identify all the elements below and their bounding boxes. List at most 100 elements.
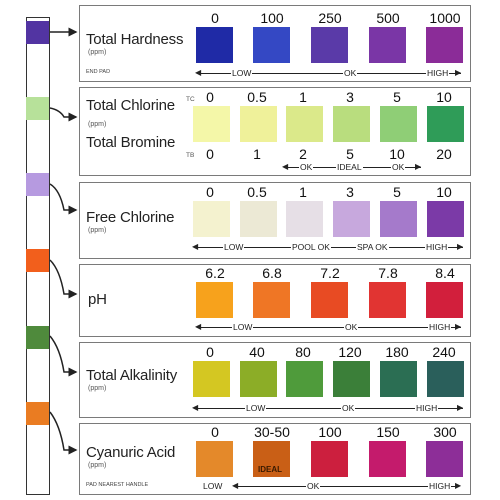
test-strip <box>26 17 50 495</box>
scale-ok-label: OK <box>299 161 314 173</box>
color-swatch: IDEAL <box>253 441 290 477</box>
value-label: 80 <box>295 344 311 360</box>
test-unit: (ppm) <box>88 462 107 469</box>
scale-low-label: LOW <box>245 402 267 414</box>
value-label: 7.2 <box>320 265 340 281</box>
scale-ideal-label: IDEAL <box>336 161 363 173</box>
value-label: 0 <box>211 424 219 440</box>
panel-total-alkalinity: Total Alkalinity (ppm) 0 40 80 120 180 2… <box>79 342 471 418</box>
test-title-secondary: Total Bromine <box>86 134 176 151</box>
value-label: 500 <box>376 10 400 26</box>
color-swatch <box>286 106 323 142</box>
value-label: 5 <box>393 184 401 200</box>
color-swatch <box>369 27 406 63</box>
scale-ok-label: OK <box>306 480 321 492</box>
value-label: 0 <box>206 89 214 105</box>
color-swatch <box>311 282 348 318</box>
arrow-alkalinity <box>49 335 78 377</box>
color-swatch <box>196 282 233 318</box>
ideal-label: IDEAL <box>258 465 282 474</box>
scale-low-label: LOW <box>232 321 254 333</box>
tb-tag: TB <box>186 152 195 159</box>
color-swatch <box>333 106 370 142</box>
color-swatch <box>311 27 348 63</box>
strip-pad-cyanuric <box>26 402 49 425</box>
arrow-free-chlorine <box>49 183 78 215</box>
scale-low-label: LOW <box>231 67 253 79</box>
value-label: 250 <box>318 10 342 26</box>
color-swatch <box>196 441 233 477</box>
test-note: END PAD <box>86 69 111 75</box>
strip-pad-free-chlorine <box>26 173 49 196</box>
test-unit: (ppm) <box>88 227 107 234</box>
color-swatch <box>333 201 370 237</box>
value-label: 180 <box>385 344 409 360</box>
value-label: 100 <box>318 424 342 440</box>
color-swatch <box>333 361 370 397</box>
value-label: 30-50 <box>254 424 290 440</box>
value-label-tb: 10 <box>389 146 405 162</box>
value-label: 300 <box>433 424 457 440</box>
strip-pad-chlorine <box>26 97 49 120</box>
value-label: 10 <box>436 184 452 200</box>
scale-high-label: HIGH <box>415 402 439 414</box>
color-swatch <box>286 201 323 237</box>
scale-low-label: LOW <box>202 480 224 492</box>
color-swatch <box>380 361 417 397</box>
scale-ok-label: OK <box>344 321 359 333</box>
color-swatch <box>196 27 233 63</box>
test-title: Cyanuric Acid <box>86 444 176 461</box>
value-label-tb: 5 <box>346 146 354 162</box>
range-scale: ◀ ▶ LOW OK HIGH <box>192 402 464 414</box>
value-label: 0 <box>206 344 214 360</box>
color-swatch <box>427 106 464 142</box>
scale-high-label: HIGH <box>428 321 452 333</box>
scale-high-label: HIGH <box>426 67 450 79</box>
range-scale: ◀ ▶ LOW OK HIGH <box>202 480 462 492</box>
test-title: Free Chlorine <box>86 209 175 226</box>
value-label: 0 <box>211 10 219 26</box>
strip-pad-ph <box>26 249 49 272</box>
arrow-chlorine <box>49 107 78 122</box>
color-swatch <box>380 201 417 237</box>
value-label: 150 <box>376 424 400 440</box>
test-unit: (ppm) <box>88 385 107 392</box>
scale-ok-label: OK <box>391 161 406 173</box>
panel-free-chlorine: Free Chlorine (ppm) 0 0.5 1 3 5 10 ◀ ▶ L… <box>79 182 471 259</box>
value-label: 0.5 <box>247 89 267 105</box>
strip-pad-alkalinity <box>26 326 49 349</box>
tc-tag: TC <box>186 96 195 103</box>
value-label: 1000 <box>429 10 461 26</box>
color-swatch <box>286 361 323 397</box>
color-swatch <box>240 361 277 397</box>
color-swatch <box>427 201 464 237</box>
test-title: Total Chlorine <box>86 97 175 114</box>
value-label: 3 <box>346 89 354 105</box>
value-label: 100 <box>260 10 284 26</box>
range-scale: ◀ ▶ LOW OK HIGH <box>195 321 462 333</box>
range-scale: ◀ ▶ LOW OK HIGH <box>195 67 462 79</box>
scale-high-label: HIGH <box>428 480 452 492</box>
color-swatch <box>193 106 230 142</box>
test-title: Total Alkalinity <box>86 367 178 384</box>
test-unit: (ppm) <box>88 49 107 56</box>
test-note: PAD NEAREST HANDLE <box>86 482 149 488</box>
range-scale: ◀ ▶ LOW POOL OK SPA OK HIGH <box>192 241 464 253</box>
scale-high-label: HIGH <box>425 241 449 253</box>
value-label-tb: 0 <box>206 146 214 162</box>
value-label-tb: 2 <box>299 146 307 162</box>
scale-ok-label: OK <box>341 402 356 414</box>
scale-pool-ok-label: POOL OK <box>291 241 331 253</box>
value-label: 240 <box>432 344 456 360</box>
test-title: pH <box>88 291 107 308</box>
scale-spa-ok-label: SPA OK <box>356 241 389 253</box>
value-label: 6.2 <box>205 265 225 281</box>
color-swatch <box>253 282 290 318</box>
value-label: 120 <box>338 344 362 360</box>
color-swatch <box>369 282 406 318</box>
value-label: 7.8 <box>378 265 398 281</box>
strip-pad-hardness <box>26 21 49 44</box>
scale-ok-label: OK <box>343 67 358 79</box>
value-label: 3 <box>346 184 354 200</box>
value-label: 5 <box>393 89 401 105</box>
